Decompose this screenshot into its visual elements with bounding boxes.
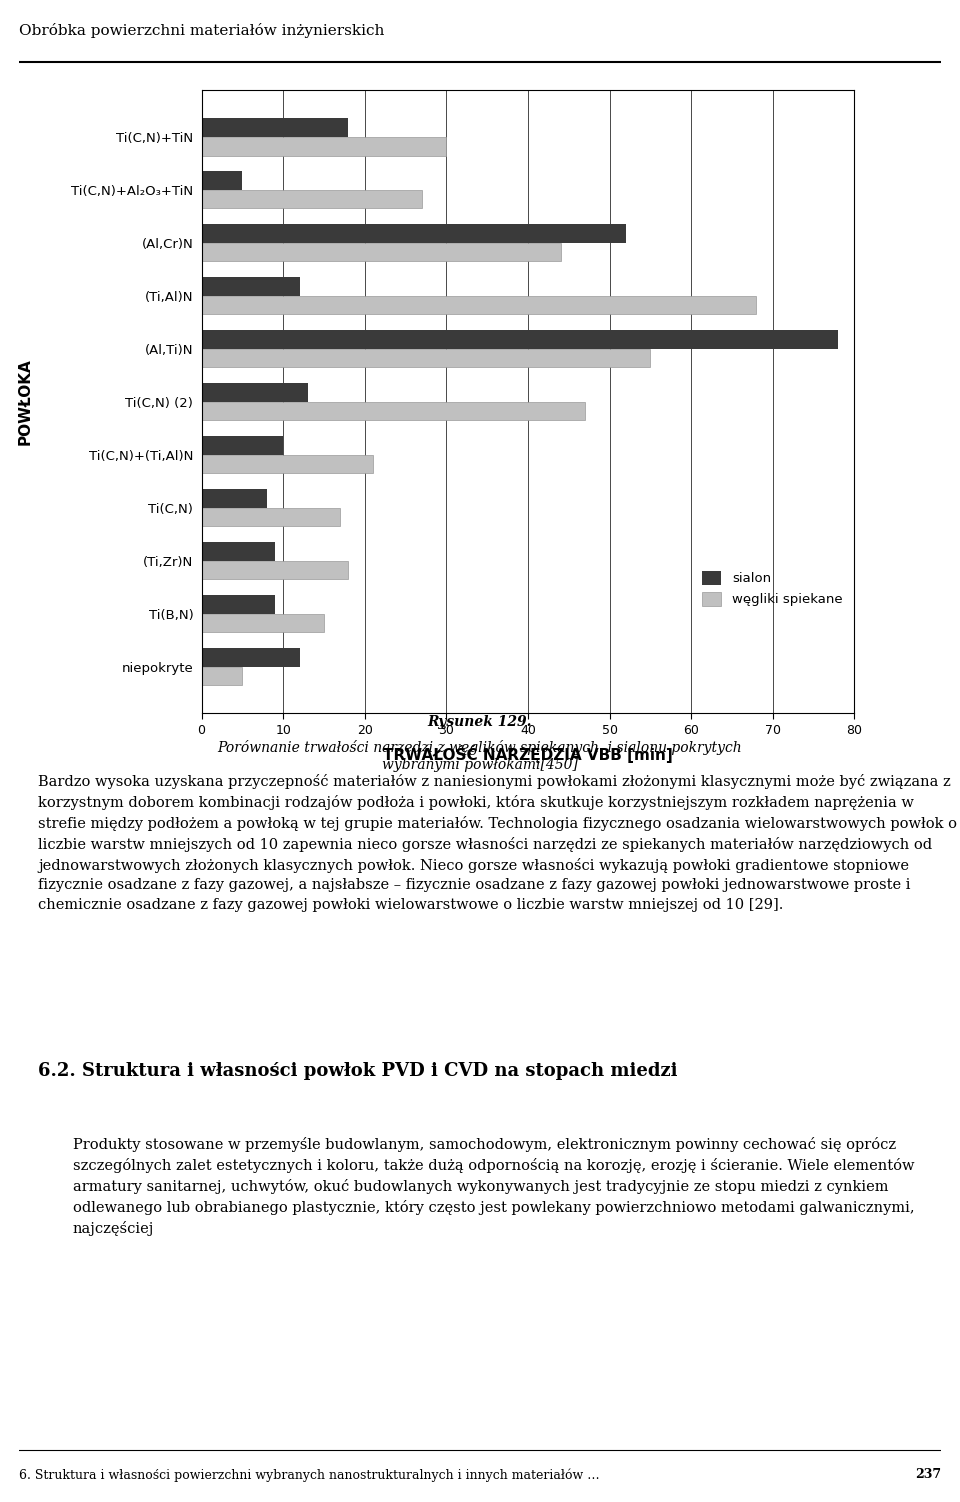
Bar (202, 137, 446, 156)
Bar (202, 383, 307, 401)
Bar (202, 614, 324, 632)
Bar (202, 595, 275, 614)
Bar (202, 542, 275, 560)
Text: Porównanie trwałości narzędzi z węglików spiekanych  i sialonu pokrytych
wybrany: Porównanie trwałości narzędzi z węglików… (218, 740, 742, 772)
Y-axis label: POWŁOKA: POWŁOKA (17, 359, 33, 445)
Bar (202, 667, 242, 685)
Bar (202, 455, 372, 473)
Bar (202, 189, 421, 209)
Bar (202, 348, 651, 368)
Bar (202, 560, 348, 580)
Text: Bardzo wysoka uzyskana przyczepność materiałów z naniesionymi powłokami złożonym: Bardzo wysoka uzyskana przyczepność mate… (38, 774, 957, 912)
Bar (202, 508, 340, 526)
Text: 6.2. Struktura i własności powłok PVD i CVD na stopach miedzi: 6.2. Struktura i własności powłok PVD i … (38, 1062, 678, 1080)
Bar (202, 436, 283, 455)
Text: 237: 237 (915, 1469, 941, 1481)
Bar (202, 296, 756, 314)
Bar (202, 171, 242, 189)
Text: 6. Struktura i własności powierzchni wybranych nanostrukturalnych i innych mater: 6. Struktura i własności powierzchni wyb… (19, 1469, 600, 1481)
Bar (202, 119, 348, 137)
Bar (202, 224, 626, 243)
Legend: sialon, węgliki spiekane: sialon, węgliki spiekane (696, 566, 848, 611)
Bar (202, 330, 838, 348)
Text: Produkty stosowane w przemyśle budowlanym, samochodowym, elektronicznym powinny : Produkty stosowane w przemyśle budowlany… (73, 1137, 914, 1236)
Bar (202, 278, 300, 296)
Bar (202, 243, 561, 261)
Text: Obróbka powierzchni materiałów inżynierskich: Obróbka powierzchni materiałów inżyniers… (19, 23, 385, 38)
Bar (202, 647, 300, 667)
X-axis label: TRWAŁOŚĆ NARZĘDZIA VBB [min]: TRWAŁOŚĆ NARZĘDZIA VBB [min] (383, 745, 673, 763)
Text: Rysunek 129.: Rysunek 129. (428, 715, 532, 728)
Bar (202, 401, 586, 421)
Bar (202, 490, 267, 508)
